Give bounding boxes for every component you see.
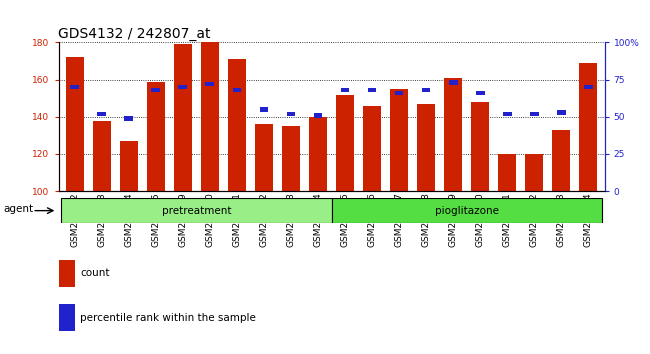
Bar [66,57,83,191]
Bar [309,117,327,191]
Bar [445,78,462,191]
Bar [525,154,543,191]
Bar [471,102,489,191]
Text: pretreatment: pretreatment [162,206,231,216]
Bar [201,41,218,191]
Bar [557,110,566,115]
Bar [368,88,376,92]
Bar [205,82,214,86]
Text: agent: agent [3,204,33,215]
Bar [552,130,570,191]
Bar [395,91,404,95]
Text: GDS4132 / 242807_at: GDS4132 / 242807_at [58,28,211,41]
Bar [580,63,597,191]
Bar [179,85,187,90]
Bar [120,141,138,191]
Bar [287,112,295,116]
Bar [390,89,408,191]
Bar [259,107,268,112]
Bar [255,124,273,191]
Text: pioglitazone: pioglitazone [435,206,499,216]
Bar [341,88,350,92]
Bar [530,112,539,116]
Bar [476,91,484,95]
Bar [282,126,300,191]
Bar [151,88,160,92]
Bar [417,104,435,191]
Bar [503,112,512,116]
Bar [336,95,354,191]
Bar [228,59,246,191]
Text: percentile rank within the sample: percentile rank within the sample [81,313,256,323]
Bar [58,304,75,331]
Bar [98,112,106,116]
Bar [233,88,241,92]
Bar [422,88,430,92]
Bar [124,116,133,121]
Bar [61,198,332,223]
Bar [499,154,516,191]
Bar [58,260,75,287]
Bar [147,81,164,191]
Bar [313,113,322,118]
Text: count: count [81,268,110,279]
Bar [584,85,593,90]
Bar [448,80,458,85]
Bar [363,105,381,191]
Bar [93,120,110,191]
Bar [174,44,192,191]
Bar [70,85,79,90]
Bar [332,198,602,223]
